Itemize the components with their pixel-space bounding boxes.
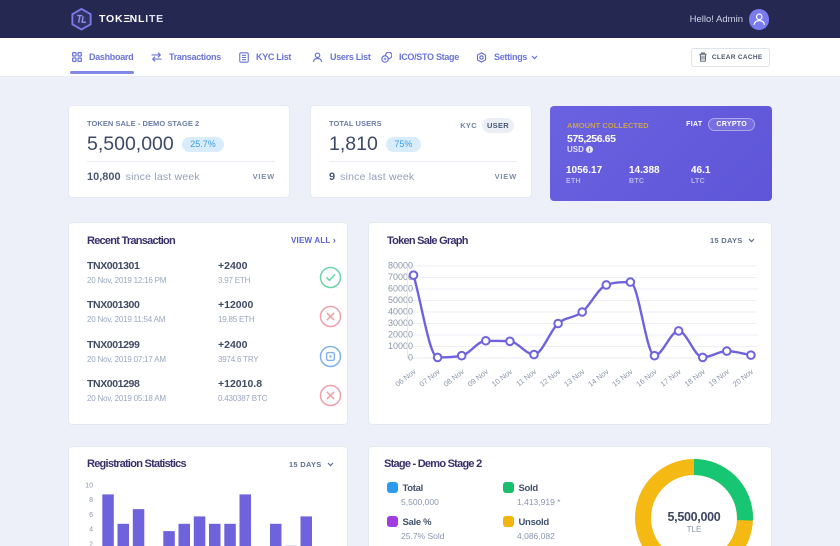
svg-text:5,500,000: 5,500,000 <box>668 510 721 524</box>
svg-text:10: 10 <box>85 483 93 490</box>
svg-text:0: 0 <box>408 353 413 363</box>
svg-text:80000: 80000 <box>388 261 413 271</box>
svg-text:2: 2 <box>89 541 93 546</box>
svg-text:40000: 40000 <box>388 307 413 317</box>
svg-text:06 Nov: 06 Nov <box>393 367 417 389</box>
svg-text:19 Nov: 19 Nov <box>707 367 731 389</box>
svg-text:70000: 70000 <box>388 272 413 282</box>
svg-text:12 Nov: 12 Nov <box>538 367 562 389</box>
svg-text:4: 4 <box>89 527 93 534</box>
svg-text:50000: 50000 <box>388 295 413 305</box>
svg-text:30000: 30000 <box>388 318 413 328</box>
svg-text:18 Nov: 18 Nov <box>683 367 707 389</box>
svg-text:11 Nov: 11 Nov <box>514 367 538 389</box>
svg-text:15 Nov: 15 Nov <box>610 367 634 389</box>
svg-text:8: 8 <box>89 497 93 504</box>
svg-text:09 Nov: 09 Nov <box>466 367 490 389</box>
svg-text:08 Nov: 08 Nov <box>442 367 466 389</box>
svg-text:20000: 20000 <box>388 330 413 340</box>
svg-text:10000: 10000 <box>388 341 413 351</box>
svg-text:6: 6 <box>89 512 93 519</box>
svg-text:20 Nov: 20 Nov <box>731 367 755 389</box>
svg-text:TLE: TLE <box>687 525 702 534</box>
svg-text:13 Nov: 13 Nov <box>562 367 586 389</box>
svg-text:14 Nov: 14 Nov <box>586 367 610 389</box>
svg-text:60000: 60000 <box>388 284 413 294</box>
svg-text:17 Nov: 17 Nov <box>659 367 683 389</box>
svg-text:10 Nov: 10 Nov <box>490 367 514 389</box>
svg-text:07 Nov: 07 Nov <box>418 367 442 389</box>
svg-text:16 Nov: 16 Nov <box>634 367 658 389</box>
